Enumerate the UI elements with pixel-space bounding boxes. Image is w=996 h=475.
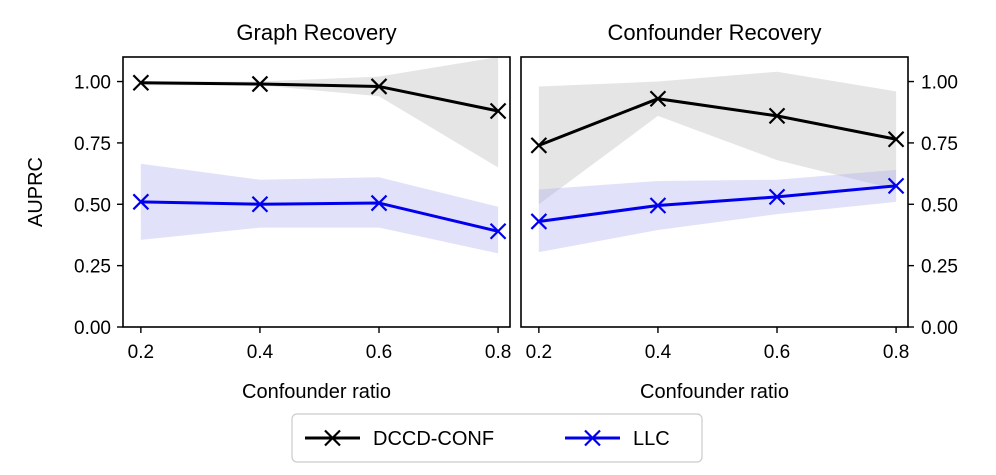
panel-2-x-tick-label: 0.8 — [883, 342, 909, 363]
graph-recovery-panel: 0.2 0.4 0.6 0.8 0.00 0.25 0.50 0.75 1.00 Graph Re… — [25, 20, 511, 403]
panel-1-y-tick-label: 0.25 — [74, 257, 111, 278]
panel-1-llc-line — [140, 200, 499, 233]
panel-1-llc-band — [140, 163, 499, 254]
panel-1-llc-point — [251, 195, 269, 213]
panel-2-x-tick-label: 0.6 — [764, 342, 790, 363]
legend: DCCD-CONF LLC — [291, 413, 703, 463]
panel-2-dccd-conf-line — [538, 97, 897, 147]
panel-1-dccd-conf-point — [370, 78, 388, 95]
panel-2-dccd-conf-point — [649, 90, 667, 108]
panel-1-x-tick-label: 0.6 — [366, 342, 392, 363]
confounder-recovery-panel: 0.2 0.4 0.6 0.8 0.00 0.25 0.50 0.75 1.00 Confound… — [520, 20, 958, 403]
panel-1-dccd-conf-point — [251, 75, 269, 93]
panel-2-y-tick-label: 0.50 — [921, 195, 958, 216]
panel-1-x-tick-label: 0.2 — [128, 342, 154, 363]
panel-2-llc-point — [887, 177, 905, 195]
panel-2-x-axis-label: Confounder ratio — [640, 381, 789, 403]
panel-1-y-tick-label: 1.00 — [74, 73, 111, 94]
legend-label: DCCD-CONF — [373, 428, 494, 450]
legend-item-dccd-conf: DCCD-CONF — [305, 428, 494, 450]
panel-1-y-tick-label: 0.00 — [74, 318, 111, 339]
panel-2-llc-point — [649, 197, 667, 214]
panel-1-dccd-conf-point — [489, 102, 507, 120]
panel-2-llc-line — [538, 184, 897, 223]
panel-1-dccd-conf-line — [140, 81, 499, 113]
panel-1-x-axis-label: Confounder ratio — [242, 381, 391, 403]
panel-1-y-axis-label: AUPRC — [25, 157, 47, 227]
panel-2-dccd-conf-band — [538, 71, 897, 205]
panel-1-y-tick-label: 0.50 — [74, 195, 111, 216]
panel-2-llc-band — [538, 169, 897, 253]
panel-1-dccd-conf-point — [132, 74, 150, 92]
panel-1-llc-point — [132, 193, 150, 211]
panel-2-y-tick-label: 1.00 — [921, 73, 958, 94]
panel-2-dccd-conf-point — [887, 130, 905, 148]
panel-1-dccd-conf-band — [140, 57, 499, 168]
panel-2-dccd-conf-point — [530, 137, 548, 154]
panel-2-x-tick-label: 0.2 — [526, 342, 552, 363]
panel-1-x-tick-label: 0.8 — [485, 342, 511, 363]
panel-2-llc-point — [530, 213, 548, 230]
legend-marker-x-icon — [324, 429, 341, 447]
panel-1-llc-point — [489, 222, 507, 240]
panel-2-axes-frame — [520, 56, 909, 328]
panel-1-title: Graph Recovery — [236, 20, 396, 45]
legend-label: LLC — [633, 428, 670, 450]
legend-frame — [291, 413, 703, 463]
panel-2-llc-point — [768, 188, 786, 206]
panel-2-x-tick-label: 0.4 — [645, 342, 672, 363]
panel-1-x-tick-label: 0.4 — [247, 342, 274, 363]
panel-1-y-tick-label: 0.75 — [74, 134, 111, 155]
panel-2-y-tick-label: 0.75 — [921, 134, 958, 155]
panel-2-y-tick-label: 0.25 — [921, 257, 958, 278]
panel-1-axes-frame — [122, 56, 511, 328]
panel-2-y-tick-label: 0.00 — [921, 318, 958, 339]
panel-1-llc-point — [370, 194, 388, 212]
legend-marker-x-icon — [584, 429, 601, 447]
panel-2-title: Confounder Recovery — [607, 20, 821, 45]
legend-item-llc: LLC — [565, 428, 670, 450]
panel-2-dccd-conf-point — [768, 107, 786, 125]
